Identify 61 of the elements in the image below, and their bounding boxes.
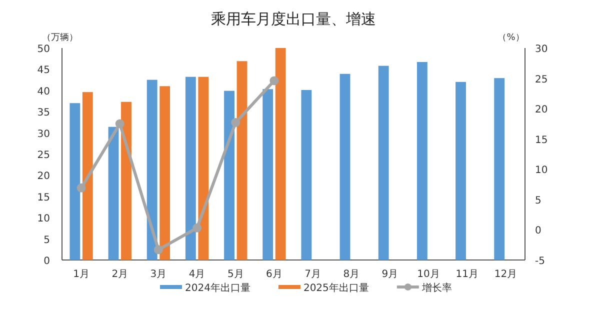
y2-tick-label: 30: [535, 44, 548, 55]
bar: [185, 76, 196, 260]
x-tick-label: 10月: [417, 269, 440, 280]
y2-axis-title: （%）: [498, 33, 524, 43]
x-tick-label: 4月: [188, 269, 206, 280]
y-tick-label: 10: [37, 214, 50, 225]
y-tick-label: 0: [44, 256, 50, 267]
y-tick-label: 20: [37, 171, 50, 182]
y2-tick-label: 0: [535, 226, 542, 237]
y-tick-label: 35: [37, 108, 50, 119]
y-tick-label: 15: [37, 192, 50, 204]
y2-tick-label: 25: [535, 74, 548, 86]
bar: [70, 103, 80, 260]
y-tick-label: 50: [37, 44, 50, 55]
point: [154, 245, 163, 254]
bar: [378, 66, 389, 260]
x-tick-label: 7月: [304, 269, 321, 280]
x-tick-label: 12月: [494, 269, 518, 280]
legend-label: 2025年出口量: [303, 282, 369, 294]
bar: [160, 86, 170, 260]
bar: [262, 89, 274, 260]
x-tick-label: 1月: [73, 269, 90, 280]
x-tick-label: 9月: [382, 269, 398, 280]
x-tick-label: 2月: [112, 269, 128, 280]
bar: [416, 62, 428, 260]
bar: [82, 92, 93, 260]
x-tick-label: 3月: [150, 269, 167, 280]
y-tick-label: 30: [37, 128, 50, 140]
bar: [108, 126, 119, 260]
legend-label: 增长率: [420, 282, 452, 294]
y-tick-label: 25: [37, 150, 50, 161]
y2-tick-label: 5: [535, 195, 542, 206]
point: [270, 76, 279, 86]
y-tick-label: 45: [37, 65, 50, 76]
point: [115, 119, 124, 128]
y-tick-label: 40: [37, 86, 50, 98]
bar: [121, 102, 132, 260]
point: [192, 223, 202, 232]
y2-tick-label: 10: [535, 165, 548, 176]
y2-tick-label: -5: [535, 256, 545, 267]
y2-tick-label: 20: [535, 104, 548, 116]
x-tick-label: 11月: [456, 269, 478, 280]
point: [231, 118, 240, 128]
bar: [301, 90, 312, 260]
y2-tick-label: 15: [535, 134, 548, 146]
x-tick-label: 6月: [266, 269, 282, 280]
y-tick-label: 5: [44, 234, 50, 246]
bar: [146, 80, 158, 260]
bar: [494, 78, 505, 260]
x-tick-label: 8月: [343, 269, 360, 280]
bar: [224, 90, 234, 260]
point: [76, 183, 86, 192]
legend-label: 2024年出口量: [185, 282, 250, 294]
bar: [275, 48, 286, 260]
chart-title: 乘用车月度出口量、增速: [211, 10, 376, 28]
bar: [340, 74, 350, 260]
y-axis-title: （万辆）: [42, 32, 78, 43]
bar: [236, 61, 248, 260]
x-tick-label: 5月: [227, 269, 244, 280]
bar: [456, 82, 466, 260]
bar: [198, 76, 209, 260]
